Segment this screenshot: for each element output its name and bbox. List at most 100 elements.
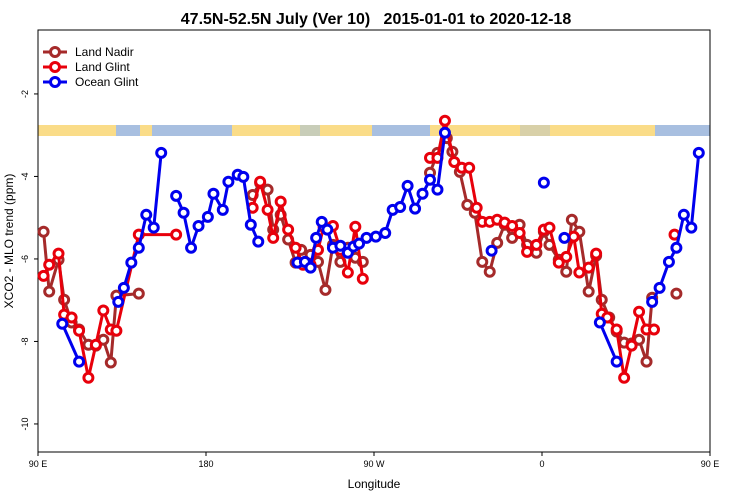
data-point <box>558 231 571 244</box>
data-point <box>409 202 422 215</box>
data-point <box>485 244 498 257</box>
data-point <box>625 339 638 352</box>
data-point <box>65 311 78 324</box>
data-point <box>341 266 354 279</box>
data-point <box>560 250 573 263</box>
data-point <box>267 231 280 244</box>
data-point <box>82 371 95 384</box>
data-point <box>543 221 556 234</box>
data-point <box>610 355 623 368</box>
data-point <box>513 226 526 239</box>
data-point <box>254 175 267 188</box>
data-point <box>89 338 102 351</box>
legend-label: Land Nadir <box>75 45 134 59</box>
chart-title: 47.5N-52.5N July (Ver 10) 2015-01-01 to … <box>181 11 572 28</box>
data-point <box>56 317 69 330</box>
data-point <box>334 239 347 252</box>
legend-marker <box>49 46 61 58</box>
data-point <box>610 323 623 336</box>
data-point <box>424 173 436 186</box>
data-point <box>207 187 220 200</box>
data-point <box>552 256 565 269</box>
data-point <box>43 258 56 271</box>
data-point <box>216 203 229 216</box>
data-point <box>582 285 595 298</box>
data-point <box>261 183 274 196</box>
y-tick-label: -4 <box>20 172 30 180</box>
data-point <box>670 241 683 254</box>
data-point <box>132 241 145 254</box>
data-point <box>369 230 382 243</box>
data-point <box>640 355 653 368</box>
data-point <box>170 228 183 241</box>
data-point <box>618 371 631 384</box>
data-point <box>394 200 407 213</box>
data-point <box>448 156 461 169</box>
data-point <box>506 219 519 232</box>
data-point <box>438 126 451 139</box>
data-point <box>282 223 295 236</box>
data-point <box>416 187 429 200</box>
data-point <box>379 226 392 239</box>
data-point <box>110 324 123 337</box>
data-point <box>565 213 578 226</box>
data-point <box>289 241 302 254</box>
data-point <box>573 266 586 279</box>
data-point <box>593 316 606 329</box>
data-point <box>112 295 125 308</box>
data-point <box>147 221 160 234</box>
data-point <box>560 265 573 278</box>
data-point <box>360 231 373 244</box>
data-point <box>274 195 287 208</box>
data-point <box>319 283 332 296</box>
y-tick-label: -2 <box>20 90 30 98</box>
data-point <box>356 272 369 285</box>
data-point <box>633 305 646 318</box>
data-point <box>353 237 366 250</box>
data-point <box>125 256 138 269</box>
x-tick-label: 90 W <box>363 459 385 469</box>
legend-marker <box>49 76 61 88</box>
data-point <box>692 146 705 159</box>
data-point <box>73 324 86 337</box>
data-point <box>431 183 444 196</box>
data-point <box>315 215 328 228</box>
data-point <box>530 238 543 251</box>
data-point <box>476 255 489 268</box>
data-point <box>463 161 476 174</box>
data-point <box>310 231 323 244</box>
data-point <box>177 206 190 219</box>
land-ocean-strip <box>38 125 710 136</box>
y-tick-label: -10 <box>20 417 30 430</box>
data-point <box>582 261 595 274</box>
legend-label: Ocean Glint <box>75 75 139 89</box>
legend-label: Land Glint <box>75 60 130 74</box>
data-point <box>537 176 550 189</box>
data-point <box>461 198 474 211</box>
data-point <box>321 223 334 236</box>
y-axis-label: XCO2 - MLO trend (ppm) <box>2 174 16 309</box>
data-point <box>491 236 504 249</box>
legend-marker <box>49 61 61 73</box>
data-point <box>170 189 183 202</box>
data-point <box>670 287 683 300</box>
data-point <box>37 269 50 282</box>
data-point <box>261 203 274 216</box>
data-point <box>185 241 198 254</box>
data-point <box>304 261 317 274</box>
data-point <box>646 295 659 308</box>
data-point <box>521 245 534 258</box>
data-point <box>73 355 86 368</box>
data-point <box>685 221 698 234</box>
data-point <box>201 210 214 223</box>
data-point <box>633 333 646 346</box>
data-point <box>470 201 483 214</box>
x-tick-label: 90 E <box>701 459 720 469</box>
x-tick-label: 90 E <box>29 459 48 469</box>
data-point <box>567 230 580 243</box>
data-point <box>37 225 50 238</box>
data-point <box>349 220 362 233</box>
data-point <box>52 247 65 260</box>
data-point <box>244 218 257 231</box>
